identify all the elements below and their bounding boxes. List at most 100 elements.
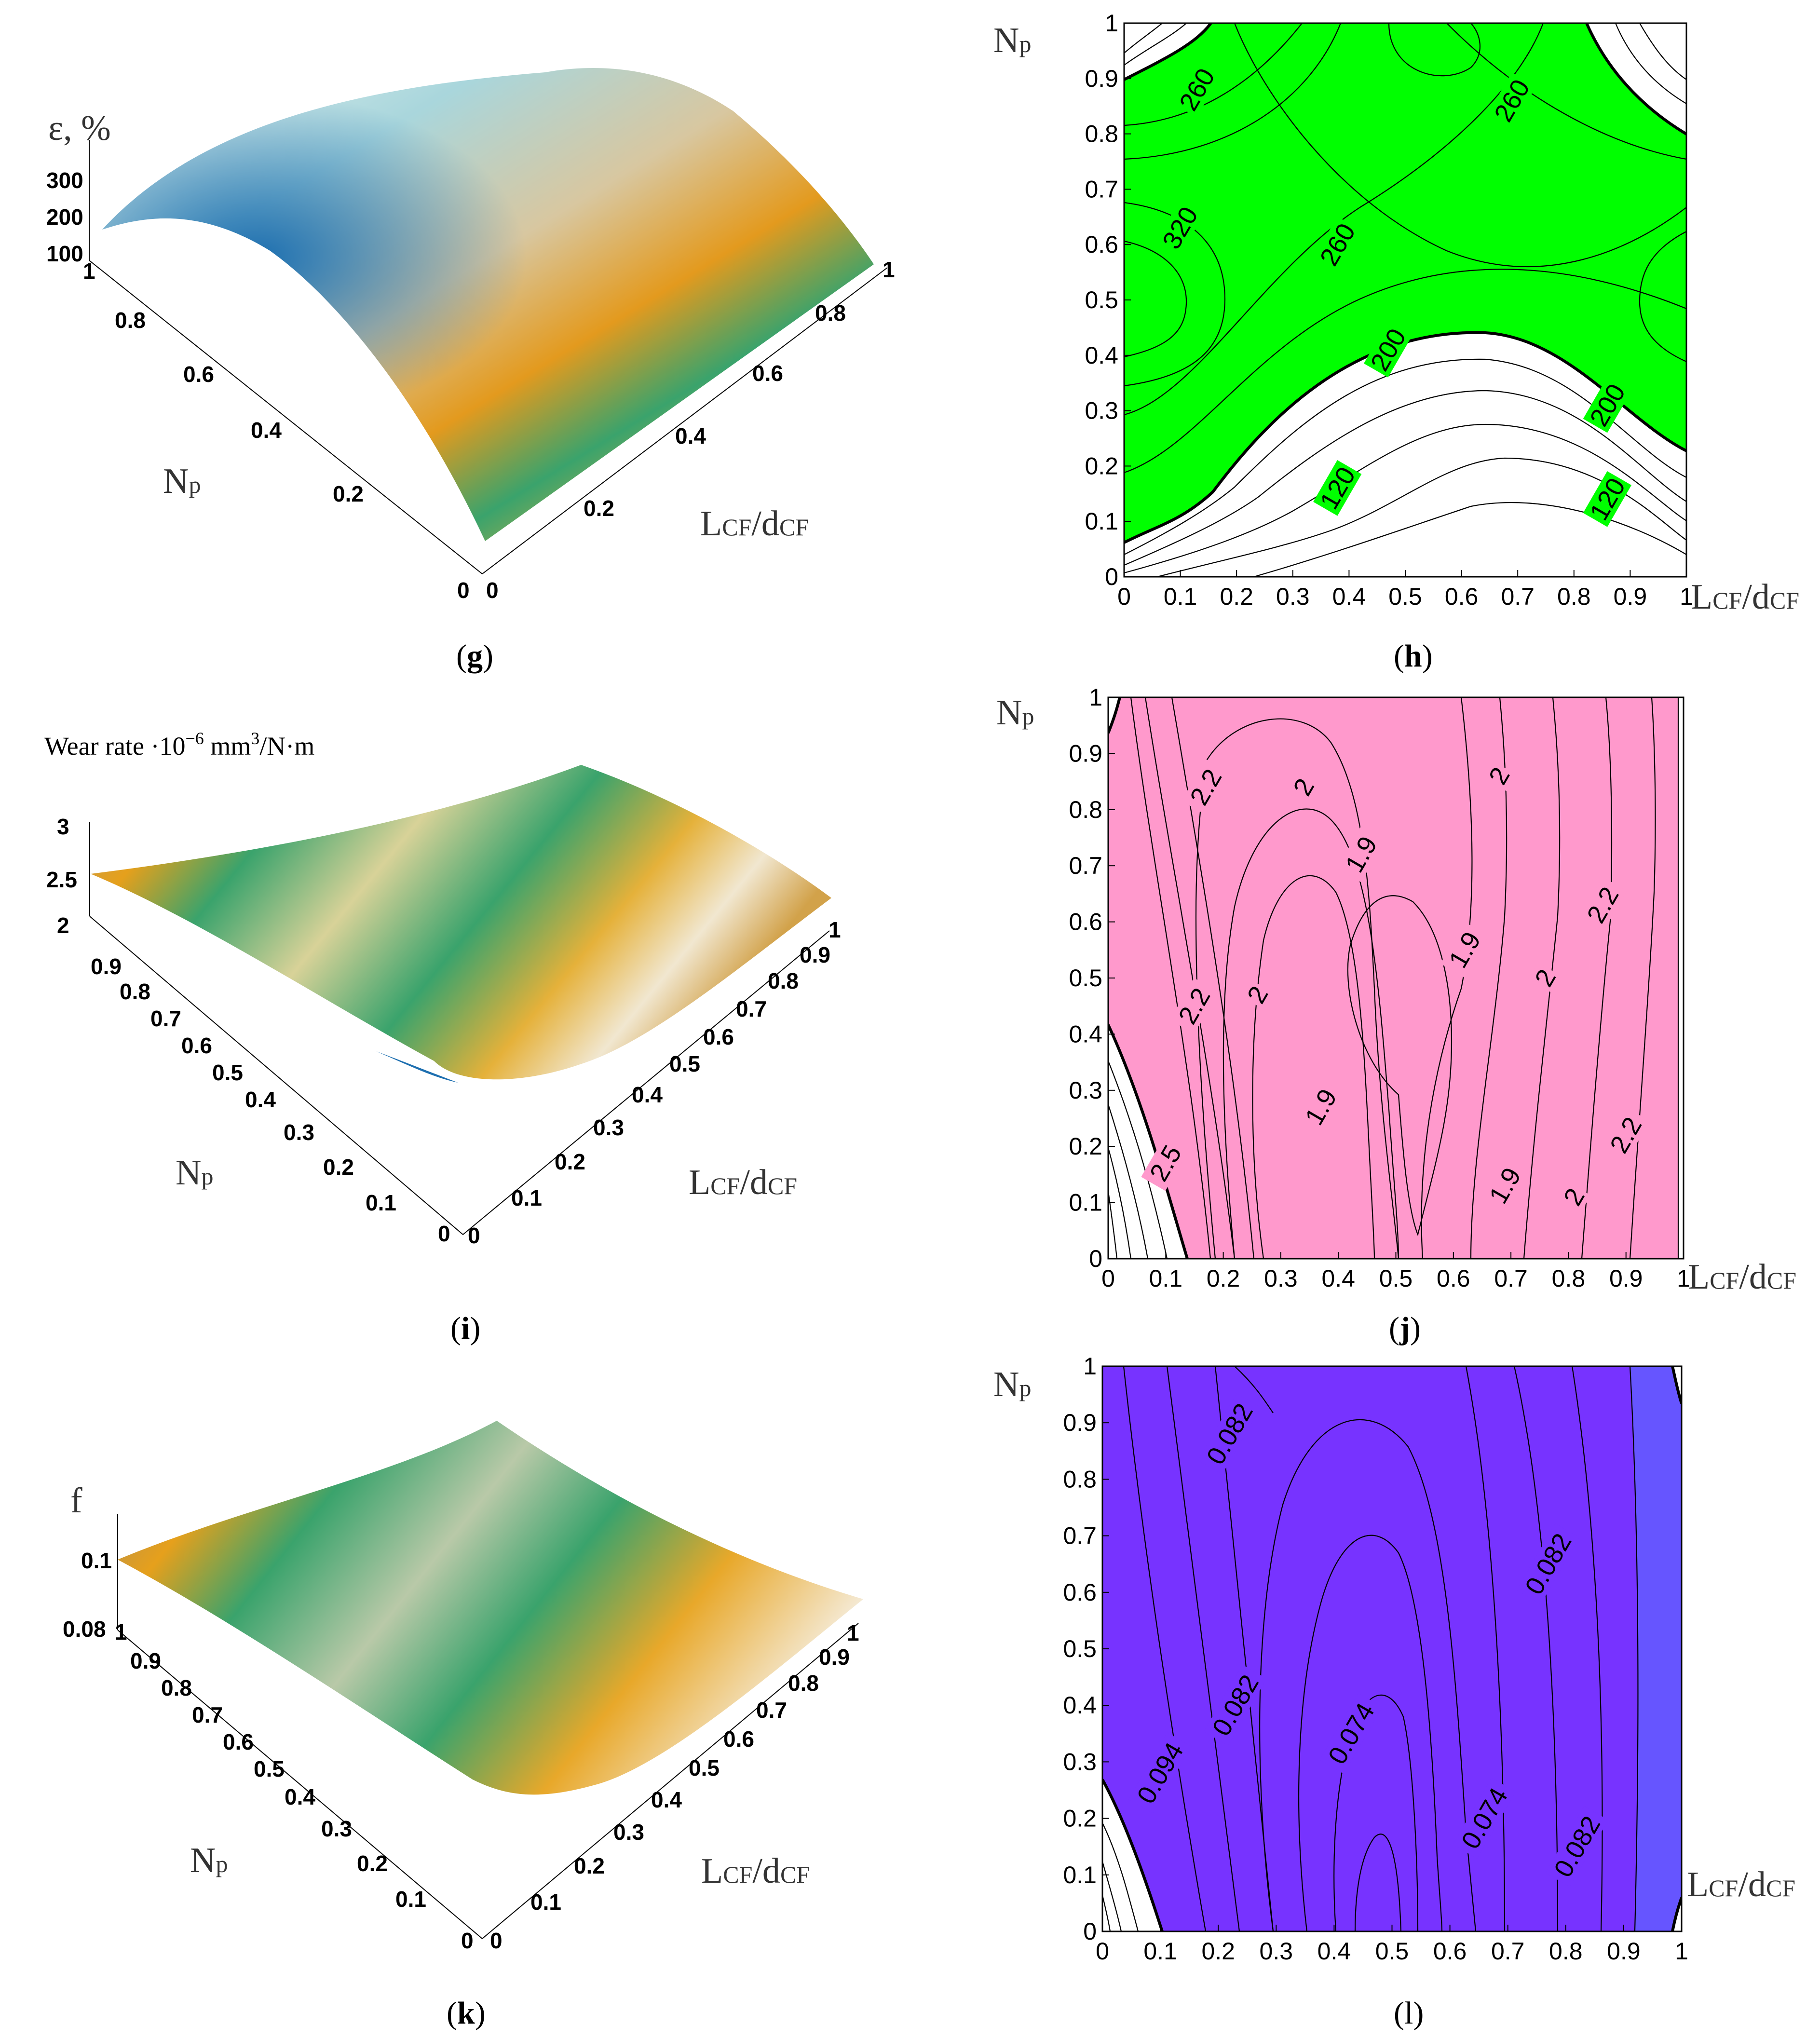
i-nptick-2: 0.7 [150, 1006, 181, 1031]
k-nptick-6: 0.4 [285, 1784, 315, 1809]
l-xtick-label: 0.4 [1317, 1938, 1351, 1965]
k-ltick-8: 0.8 [788, 1671, 819, 1696]
g-nptick-2: 0.6 [183, 362, 214, 387]
k-ltick-2: 0.2 [574, 1853, 605, 1878]
h-contour-label-bg [1313, 460, 1362, 516]
l-xtick-label: 0.6 [1433, 1938, 1467, 1965]
i-nptick-0: 0.9 [91, 954, 122, 979]
h-contour-label-bg [1172, 61, 1221, 118]
j-contour-label-bg [1181, 759, 1230, 815]
l-contour-label-bg [1516, 1523, 1580, 1604]
h-xtick-label: 0 [1117, 583, 1131, 610]
l-xtick-label: 0.2 [1201, 1938, 1235, 1965]
panel-g-surface: 300 200 100 1 0.8 0.6 0.4 0.2 0 0 0.2 0.… [46, 68, 895, 674]
k-lcf-label: LCF/dCF [701, 1851, 810, 1891]
l-xtick-label: 0.3 [1260, 1938, 1293, 1965]
l-ytick-label: 0.6 [1063, 1579, 1097, 1606]
k-nptick-7: 0.3 [321, 1816, 352, 1841]
k-ltick-1: 0.1 [530, 1889, 561, 1915]
i-ltick-3: 0.3 [593, 1115, 624, 1140]
h-ytick-label: 0.9 [1085, 65, 1118, 92]
h-xtick-label: 0.5 [1388, 583, 1422, 610]
surface-k [118, 1421, 863, 1795]
i-nptick-6: 0.3 [284, 1120, 314, 1145]
l-ytick-label: 0.1 [1063, 1861, 1097, 1889]
caption-j: (j) [1389, 1311, 1421, 1346]
caption-l: (l) [1394, 1996, 1424, 2031]
j-ytick-label: 0 [1089, 1245, 1102, 1272]
l-ytick-label: 0.4 [1063, 1692, 1097, 1719]
j-contour-label-bg [1528, 962, 1562, 993]
h-contour-label-bg [1155, 200, 1204, 256]
j-ytick-label: 0.8 [1069, 796, 1102, 823]
h-ytick-label: 0.2 [1085, 452, 1118, 479]
g-zlabel: ε, % [48, 109, 111, 148]
h-ytick-label: 0.3 [1085, 397, 1118, 424]
caption-i: (i) [450, 1311, 480, 1346]
i-np-label: Np [176, 1153, 213, 1193]
l-contour-label-bg [1319, 1693, 1383, 1774]
j-np-label: Np [996, 693, 1034, 733]
l-xtick-label: 0.5 [1375, 1938, 1409, 1965]
j-ytick-label: 0.9 [1069, 740, 1102, 767]
g-np-label: Np [163, 462, 201, 501]
j-xtick-label: 0.1 [1149, 1265, 1183, 1292]
i-nptick-1: 0.8 [120, 979, 150, 1004]
k-ltick-0: 0 [490, 1928, 503, 1953]
h-xtick-label: 0.9 [1614, 583, 1647, 610]
l-ytick-label: 0.2 [1063, 1805, 1097, 1832]
l-contour-label-bg [1198, 1393, 1261, 1474]
g-ltick-0: 0 [486, 578, 499, 603]
j-xtick-label: 0 [1101, 1265, 1115, 1292]
l-fill-region [1102, 1366, 1682, 1931]
i-nptick-4: 0.5 [212, 1060, 243, 1085]
l-xtick-label: 0.8 [1549, 1938, 1583, 1965]
j-xtick-label: 0.4 [1321, 1265, 1355, 1292]
j-contour-label-bg [1169, 978, 1219, 1034]
k-np-label: Np [190, 1841, 228, 1880]
l-xtick-label: 1 [1675, 1938, 1688, 1965]
i-lcf-label: LCF/dCF [689, 1163, 797, 1202]
i-ltick-6: 0.6 [703, 1024, 734, 1049]
i-ltick-9: 0.9 [800, 942, 830, 967]
h-xtick-label: 0.7 [1501, 583, 1535, 610]
g-ztick-1: 200 [46, 204, 83, 230]
i-nptick-3: 0.6 [181, 1033, 212, 1058]
l-ytick-label: 0.3 [1063, 1748, 1097, 1775]
l-np-label: Np [993, 1365, 1031, 1404]
k-nptick-3: 0.7 [192, 1702, 223, 1727]
panel-k-surface: 0.1 0.08 1 0.9 0.8 0.7 0.6 0.5 0.4 0.3 0… [63, 1421, 863, 2031]
h-xtick-label: 0.1 [1164, 583, 1197, 610]
g-ztick-2: 100 [46, 241, 83, 266]
j-ytick-label: 0.5 [1069, 965, 1102, 992]
h-contour-label-bg [1364, 322, 1413, 378]
g-nptick-0: 1 [83, 258, 95, 284]
g-ztick-0: 300 [46, 168, 83, 193]
j-xtick-label: 0.3 [1264, 1265, 1298, 1292]
j-contour-label-bg [1141, 1135, 1190, 1191]
k-zlabel: f [70, 1481, 82, 1521]
j-contour-label-bg [1440, 922, 1489, 978]
j-contour-label-bg [1240, 979, 1275, 1010]
j-xtick-label: 0.6 [1437, 1265, 1470, 1292]
l-contour-label-bg [1545, 1806, 1609, 1887]
h-xtick-label: 0.6 [1445, 583, 1479, 610]
j-contour-label-bg [1296, 1079, 1345, 1135]
h-ytick-label: 0.8 [1085, 121, 1118, 148]
panel-i-surface: 3 2.5 2 0.9 0.8 0.7 0.6 0.5 0.4 0.3 0.2 … [44, 729, 841, 1346]
k-ltick-7: 0.7 [756, 1698, 787, 1723]
i-ztick-2: 2 [57, 913, 69, 938]
h-xtick-label: 0.8 [1557, 583, 1591, 610]
l-contour-label-bg [1204, 1664, 1267, 1746]
g-ltick-4: 0.8 [815, 300, 846, 326]
j-fill-region [1108, 697, 1684, 1259]
g-ltick-5: 1 [883, 257, 895, 282]
k-ltick-6: 0.6 [723, 1726, 754, 1752]
j-ytick-label: 1 [1089, 684, 1102, 711]
l-ytick-label: 1 [1083, 1353, 1097, 1380]
j-contour-label-bg [1578, 877, 1627, 933]
j-xtick-label: 0.5 [1379, 1265, 1413, 1292]
h-ytick-label: 0.4 [1085, 342, 1118, 369]
k-nptick-1: 0.9 [130, 1648, 161, 1673]
